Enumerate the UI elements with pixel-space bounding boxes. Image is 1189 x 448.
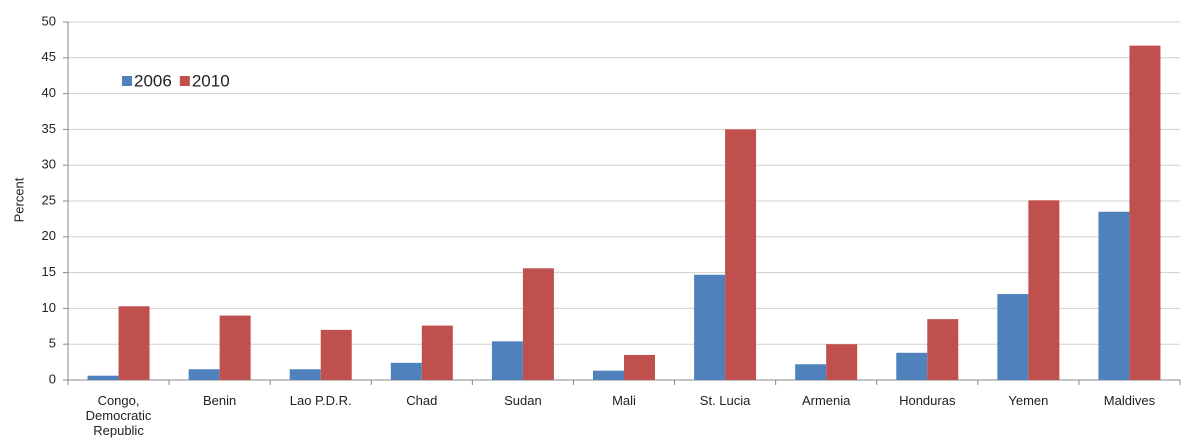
- y-tick-label: 15: [42, 264, 56, 279]
- x-tick-label: Mali: [612, 393, 636, 408]
- legend-label: 2010: [192, 71, 230, 90]
- bar: [188, 369, 220, 380]
- bar: [1129, 45, 1161, 381]
- x-tick-label: Congo, Democratic Republic: [85, 393, 152, 438]
- y-tick-label: 35: [42, 121, 56, 136]
- y-tick-label: 20: [42, 228, 56, 243]
- bar: [593, 370, 624, 380]
- bar: [320, 329, 352, 380]
- x-tick-label: Armenia: [801, 393, 851, 408]
- legend-swatch: [179, 76, 190, 86]
- bar: [390, 362, 422, 380]
- bar: [725, 129, 757, 380]
- y-tick-label: 40: [42, 85, 56, 100]
- x-tick-label: Chad: [406, 393, 438, 408]
- x-tick-label: Benin: [203, 393, 237, 408]
- bar: [219, 315, 251, 380]
- bar: [694, 274, 726, 380]
- y-tick-label: 25: [42, 192, 56, 207]
- bar: [421, 325, 453, 380]
- bar: [795, 364, 827, 380]
- bar: [289, 369, 321, 380]
- x-tick-label: Yemen: [1008, 393, 1049, 408]
- bar: [826, 344, 858, 380]
- bar: [1098, 211, 1130, 380]
- x-tick-label: St. Lucia: [699, 393, 751, 408]
- legend-swatch: [122, 76, 132, 86]
- x-tick-label: Sudan: [504, 393, 542, 408]
- x-tick-label: Lao P.D.R.: [289, 393, 352, 408]
- y-tick-label: 10: [42, 300, 56, 315]
- bar: [927, 319, 959, 380]
- bar: [896, 352, 928, 380]
- y-tick-label: 50: [42, 13, 56, 28]
- bar: [1028, 200, 1060, 380]
- y-tick-label: 0: [49, 371, 56, 386]
- y-tick-label: 45: [42, 49, 56, 64]
- y-tick-label: 30: [42, 157, 56, 172]
- x-tick-label: Maldives: [1103, 393, 1156, 408]
- x-tick-label: Honduras: [899, 393, 956, 408]
- legend-label: 2006: [134, 71, 172, 90]
- bar: [522, 268, 554, 380]
- y-axis-label: Percent: [11, 177, 26, 222]
- bar: [491, 341, 523, 380]
- bar: [118, 306, 150, 380]
- bar: [87, 375, 119, 380]
- bar: [624, 354, 655, 380]
- y-tick-label: 5: [49, 336, 56, 351]
- bar: [997, 294, 1029, 380]
